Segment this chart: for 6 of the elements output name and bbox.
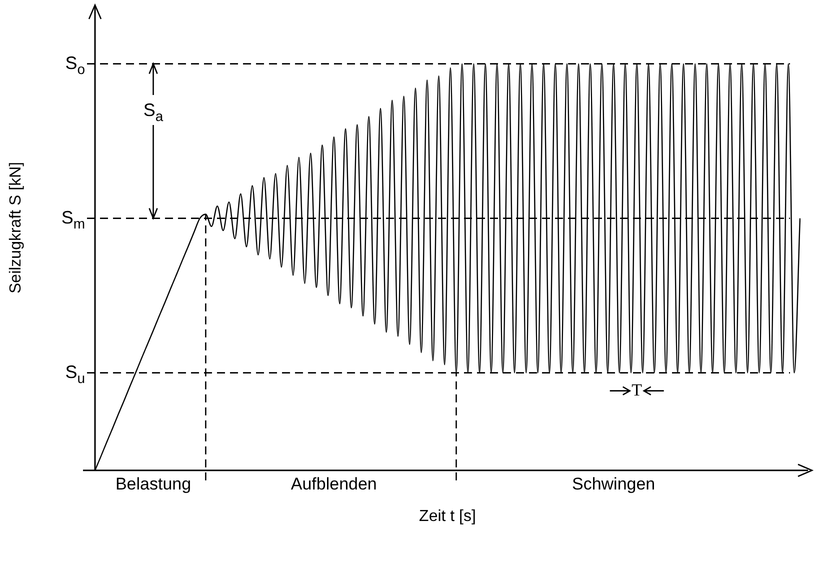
x-axis-title: Zeit t [s]	[419, 508, 476, 525]
x-tick-label: Aufblenden	[290, 474, 377, 494]
x-tick-label: Schwingen	[572, 474, 656, 494]
annotation: T	[632, 380, 643, 400]
x-tick-label: Belastung	[115, 474, 192, 494]
y-axis-title: Seilzugkraft S [kN]	[7, 162, 24, 294]
